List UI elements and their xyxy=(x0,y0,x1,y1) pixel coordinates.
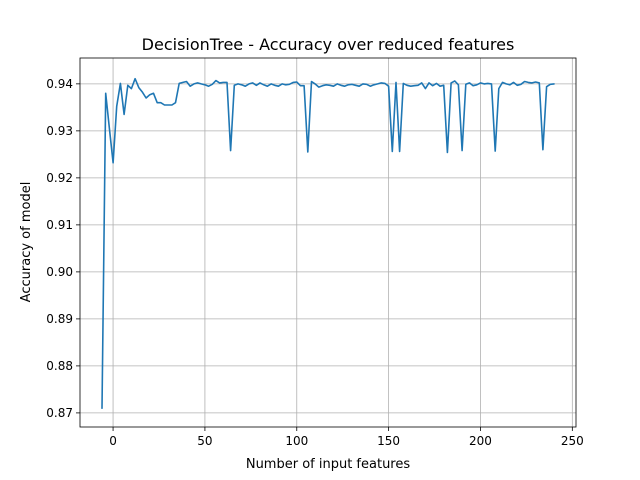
y-tick-label: 0.93 xyxy=(46,124,73,138)
y-tick-label: 0.91 xyxy=(46,218,73,232)
y-tick-label: 0.90 xyxy=(46,265,73,279)
y-axis-label: Accuracy of model xyxy=(19,182,34,303)
x-tick-label: 0 xyxy=(109,434,117,448)
chart-title: DecisionTree - Accuracy over reduced fea… xyxy=(142,35,515,54)
y-tick-label: 0.94 xyxy=(46,77,73,91)
x-axis-label: Number of input features xyxy=(246,457,411,472)
series-layer xyxy=(101,77,555,410)
ticks: 0 50 100 150 200 250 0.87 0.88 0.89 0.90 0.91 0.92 0… xyxy=(46,77,583,448)
x-tick-label: 250 xyxy=(561,434,584,448)
plot-frame xyxy=(79,57,577,428)
x-tick-label: 50 xyxy=(197,434,212,448)
y-tick-label: 0.87 xyxy=(46,406,73,420)
x-tick-label: 150 xyxy=(377,434,400,448)
x-tick-label: 100 xyxy=(285,434,308,448)
accuracy-series-line xyxy=(101,77,555,410)
y-tick-label: 0.92 xyxy=(46,171,73,185)
y-tick-label: 0.88 xyxy=(46,359,73,373)
y-tick-label: 0.89 xyxy=(46,312,73,326)
x-tick-label: 200 xyxy=(469,434,492,448)
